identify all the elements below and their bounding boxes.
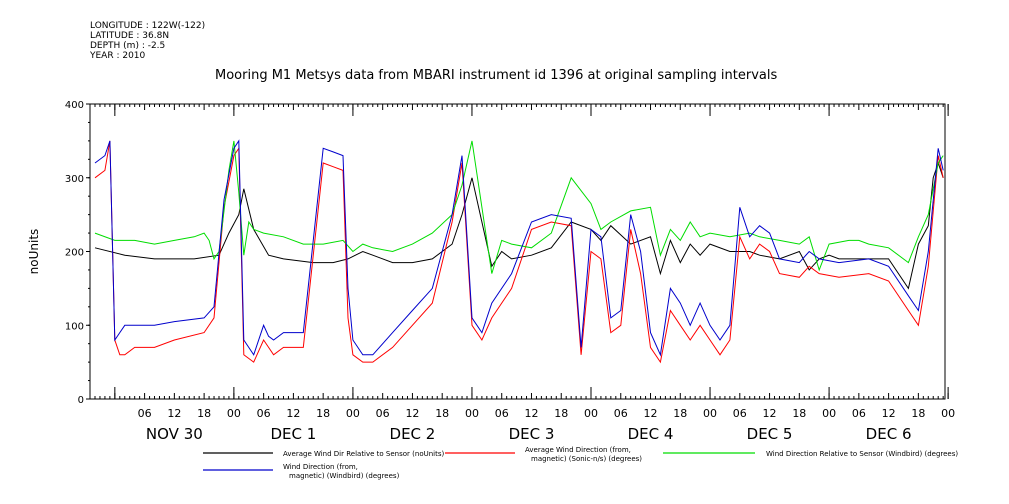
- x-hour-label: 18: [792, 407, 806, 420]
- x-hour-label: 06: [376, 407, 390, 420]
- x-hour-label: 00: [227, 407, 241, 420]
- x-hour-label: 18: [435, 407, 449, 420]
- legend-green-label: Wind Direction Relative to Sensor (Windb…: [766, 450, 958, 458]
- meta-latitude: LATITUDE : 36.8N: [90, 31, 170, 41]
- x-hour-label: 00: [941, 407, 955, 420]
- x-hour-label: 06: [852, 407, 866, 420]
- x-hour-label: 00: [465, 407, 479, 420]
- y-tick-label: 200: [65, 248, 84, 259]
- legend-black-label: Average Wind Dir Relative to Sensor (noU…: [283, 450, 444, 458]
- legend-red-label: Average Wind Direction (from,: [525, 446, 631, 454]
- metadata-block: LONGITUDE : 122W(-122) LATITUDE : 36.8N …: [90, 21, 205, 61]
- x-hour-label: 06: [614, 407, 628, 420]
- x-hour-label: 06: [495, 407, 509, 420]
- legend-red-label: magnetic) (Sonic-n/s) (degrees): [531, 455, 642, 463]
- x-day-label: DEC 2: [390, 425, 436, 443]
- x-hour-label: 00: [584, 407, 598, 420]
- x-hour-label: 12: [763, 407, 777, 420]
- plot-area-frame: [89, 103, 946, 400]
- x-day-label: NOV 30: [146, 425, 203, 443]
- x-hour-label: 12: [405, 407, 419, 420]
- y-tick-label: 300: [65, 174, 84, 185]
- x-hour-label: 18: [316, 407, 330, 420]
- legend-blue-label: Wind Direction (from,: [283, 463, 358, 471]
- x-hour-label: 18: [911, 407, 925, 420]
- y-tick-label: 100: [65, 321, 84, 332]
- meta-longitude: LONGITUDE : 122W(-122): [90, 21, 206, 31]
- series-line-3: [94, 139, 944, 357]
- x-day-label: DEC 5: [747, 425, 793, 443]
- x-day-label: DEC 6: [866, 425, 912, 443]
- x-hour-label: 12: [167, 407, 181, 420]
- legend-blue-label: magnetic) (Windbird) (degrees): [289, 472, 400, 480]
- x-hour-label: 06: [138, 407, 152, 420]
- x-hour-label: 12: [644, 407, 658, 420]
- x-day-label: DEC 3: [509, 425, 555, 443]
- y-tick-label: 0: [78, 395, 84, 406]
- x-hour-label: 18: [197, 407, 211, 420]
- meta-year: YEAR : 2010: [90, 51, 146, 61]
- x-day-label: DEC 4: [628, 425, 674, 443]
- x-hour-label: 06: [733, 407, 747, 420]
- x-hour-label: 12: [524, 407, 538, 420]
- x-hour-label: 18: [554, 407, 568, 420]
- x-hour-label: 00: [346, 407, 360, 420]
- x-hour-label: 06: [257, 407, 271, 420]
- chart-title: Mooring M1 Metsys data from MBARI instru…: [215, 68, 778, 83]
- y-axis-label: noUnits: [27, 229, 41, 275]
- y-tick-label: 400: [65, 100, 84, 111]
- series-line-1: [94, 140, 944, 364]
- meta-depth: DEPTH (m) : -2.5: [90, 41, 166, 51]
- x-hour-label: 00: [703, 407, 717, 420]
- x-hour-label: 12: [286, 407, 300, 420]
- x-day-label: DEC 1: [270, 425, 316, 443]
- x-hour-label: 12: [882, 407, 896, 420]
- x-hour-label: 18: [673, 407, 687, 420]
- x-hour-label: 00: [822, 407, 836, 420]
